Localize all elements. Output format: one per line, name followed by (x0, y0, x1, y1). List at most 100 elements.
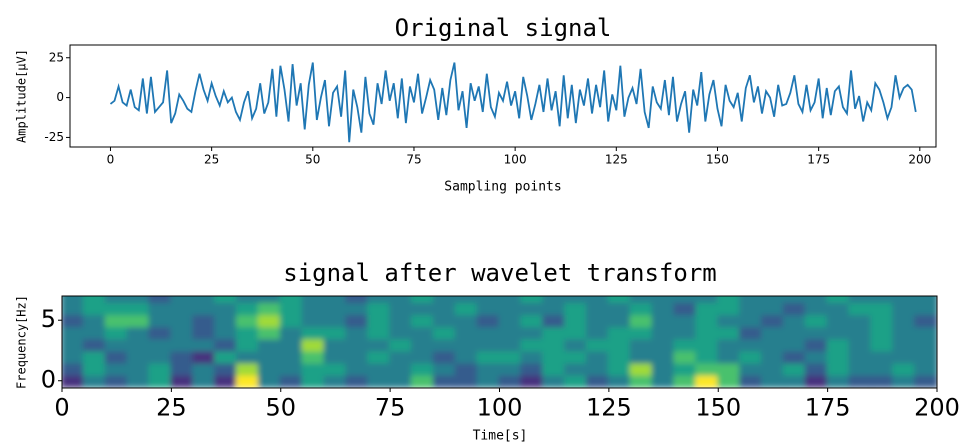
heat-cell (498, 325, 523, 340)
heat-cell (651, 337, 676, 352)
heat-cell (476, 325, 501, 340)
heat-cell (345, 361, 370, 376)
heat-cell (607, 373, 632, 388)
heat-cell (236, 296, 260, 304)
heat-cell (257, 349, 282, 364)
heat-cell (520, 325, 545, 340)
heat-cell (454, 301, 479, 316)
heat-cell (432, 325, 457, 340)
heat-cell (826, 313, 851, 328)
heat-cell (498, 337, 523, 352)
heat-cell (586, 373, 610, 388)
heat-cell (717, 325, 742, 340)
heat-cell (607, 313, 632, 328)
heat-cell (411, 301, 435, 316)
heat-cell (126, 301, 151, 316)
heat-cell (345, 296, 370, 304)
heat-cell (257, 337, 282, 352)
heat-cell (62, 349, 85, 364)
heatmap-cells (62, 296, 937, 388)
heat-cell (717, 373, 742, 388)
heat-cell (82, 301, 107, 316)
heat-cell (564, 313, 588, 328)
heat-cell (892, 325, 917, 340)
heat-cell (673, 301, 698, 316)
heat-cell (739, 325, 763, 340)
heat-cell (651, 373, 676, 388)
heat-cell (301, 301, 326, 316)
heat-cell (542, 313, 567, 328)
heat-cell (629, 349, 654, 364)
heat-cell (367, 349, 392, 364)
heat-cell (651, 313, 676, 328)
heat-cell (892, 361, 917, 376)
heat-cell (454, 349, 479, 364)
heat-cell (629, 325, 654, 340)
heat-cell (848, 296, 873, 304)
heat-cell (761, 349, 785, 364)
heat-cell (498, 349, 523, 364)
heat-cell (367, 337, 392, 352)
heat-cell (279, 301, 304, 316)
heat-cell (607, 325, 632, 340)
heat-cell (432, 361, 457, 376)
heat-cell (607, 361, 632, 376)
heat-cell (520, 296, 545, 304)
x-axis-label: Time[s] (473, 429, 528, 444)
heat-cell (476, 296, 501, 304)
heat-cell (257, 361, 282, 376)
heat-cell (651, 301, 676, 316)
heat-cell (323, 337, 348, 352)
heat-cell (411, 296, 435, 304)
heat-cell (367, 325, 392, 340)
heat-cell (892, 337, 917, 352)
heat-cell (279, 325, 304, 340)
heat-cell (323, 361, 348, 376)
heat-cell (673, 337, 698, 352)
heat-cell (432, 337, 457, 352)
heat-cell (629, 296, 654, 304)
heat-cell (870, 361, 895, 376)
heat-cell (804, 325, 829, 340)
heat-cell (82, 349, 107, 364)
heat-cell (389, 301, 413, 316)
heat-cell (236, 361, 260, 376)
heat-cell (848, 373, 873, 388)
heat-cell (126, 296, 151, 304)
heat-cell (914, 373, 937, 388)
heat-cell (629, 337, 654, 352)
axes-frame (69, 44, 937, 148)
y-axis-label: Frequency[Hz] (15, 295, 29, 389)
heat-cell (170, 296, 195, 304)
heat-cell (761, 313, 785, 328)
heat-cell (432, 301, 457, 316)
heat-cell (520, 337, 545, 352)
heat-cell (782, 301, 807, 316)
heat-cell (629, 373, 654, 388)
heat-cell (695, 296, 720, 304)
heat-cell (323, 301, 348, 316)
heat-cell (82, 373, 107, 388)
heat-cell (629, 301, 654, 316)
heat-cell (739, 373, 763, 388)
heat-cell (257, 373, 282, 388)
heat-cell (454, 325, 479, 340)
heat-cell (214, 313, 238, 328)
heat-cell (389, 313, 413, 328)
heat-cell (826, 301, 851, 316)
heat-cell (257, 296, 282, 304)
heat-cell (367, 361, 392, 376)
heat-cell (323, 313, 348, 328)
heat-cell (476, 313, 501, 328)
x-axis-label: Sampling points (444, 180, 561, 195)
heat-cell (870, 301, 895, 316)
heat-cell (914, 296, 937, 304)
heat-cell (389, 296, 413, 304)
heat-cell (607, 301, 632, 316)
heat-cell (782, 313, 807, 328)
heat-cell (761, 361, 785, 376)
heat-cell (323, 349, 348, 364)
heat-cell (586, 296, 610, 304)
heat-cell (870, 325, 895, 340)
heat-cell (651, 349, 676, 364)
